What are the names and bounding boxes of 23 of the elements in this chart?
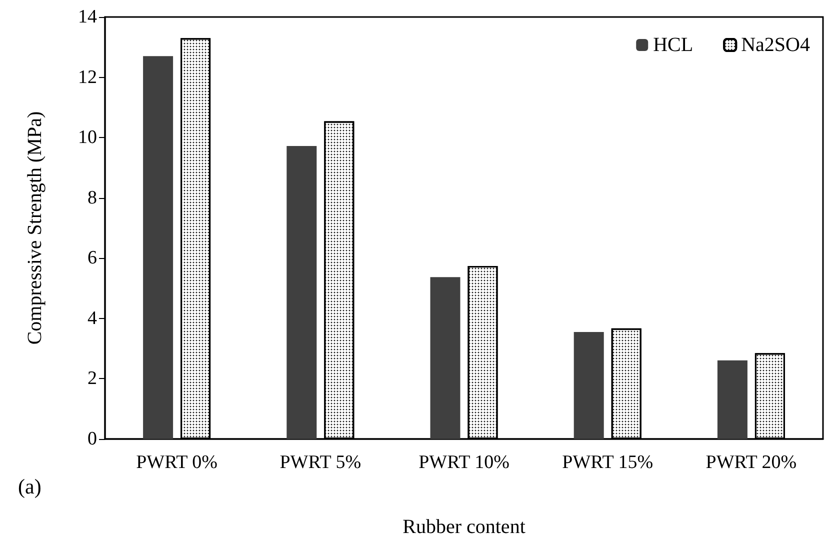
x-tick-label: PWRT 0% [136,452,218,473]
bar [430,277,460,439]
x-tick-label: PWRT 10% [418,452,510,473]
y-tick-label: 14 [78,6,98,28]
y-axis-title: Compressive Strength (MPa) [24,111,46,345]
bar [286,146,317,439]
bar [574,332,604,439]
y-tick-label: 8 [88,187,97,208]
text: (a) [18,474,42,498]
y-tick-label: 6 [88,248,97,269]
legend-label: HCL [653,34,694,56]
y-tick-label: 10 [78,127,97,148]
bar [717,360,748,439]
y-tick-label: 0 [88,428,97,450]
legend-label: Na2SO4 [741,34,810,56]
x-axis-title: Rubber content [402,516,526,538]
x-tick-label: PWRT 15% [562,452,654,473]
y-tick-label: 12 [78,66,97,88]
bar [143,56,174,439]
y-tick-label: 2 [88,368,97,390]
x-tick-label: PWRT 5% [280,452,362,473]
y-tick-label: 4 [88,308,98,329]
x-tick-label: PWRT 20% [706,452,797,473]
